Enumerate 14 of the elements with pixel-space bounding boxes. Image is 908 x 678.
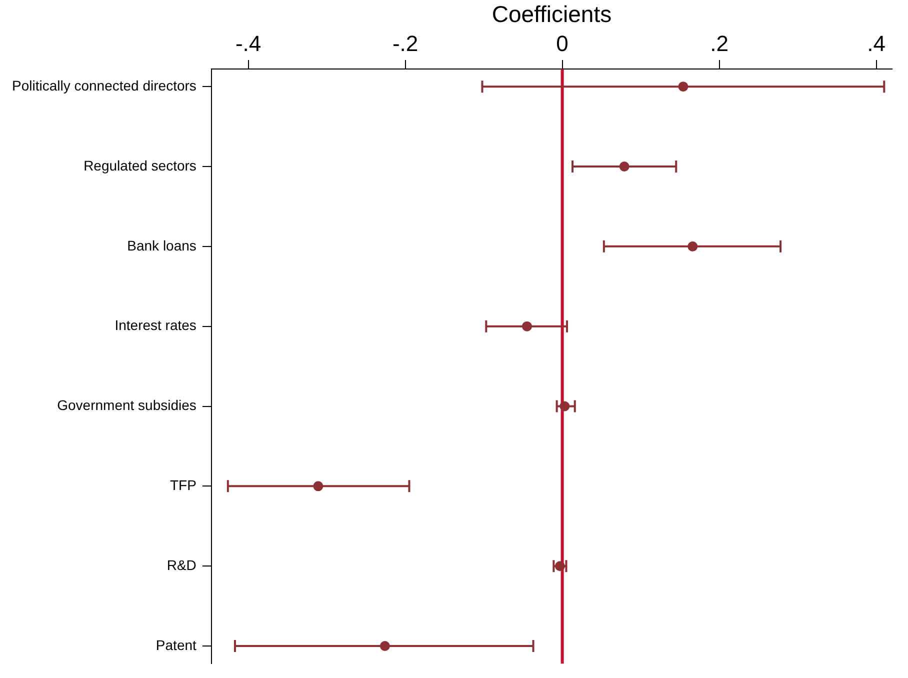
y-tick-label: Interest rates	[114, 317, 196, 334]
x-axis-title: Coefficients	[492, 1, 612, 28]
x-tick-label: -.2	[392, 30, 418, 56]
x-tick-label: -.4	[235, 30, 262, 56]
y-tick-label: Bank loans	[127, 237, 196, 254]
y-tick-label: Regulated sectors	[84, 157, 196, 174]
y-tick-label: Politically connected directors	[12, 77, 196, 94]
x-tick-label: .2	[710, 30, 728, 56]
x-tick-label: 0	[556, 30, 568, 56]
x-tick-label: .4	[867, 30, 886, 56]
y-tick-label: Patent	[156, 636, 197, 653]
y-tick-label: Government subsidies	[57, 397, 196, 414]
y-tick-label: TFP	[170, 477, 196, 494]
y-tick-label: R&D	[166, 556, 196, 573]
